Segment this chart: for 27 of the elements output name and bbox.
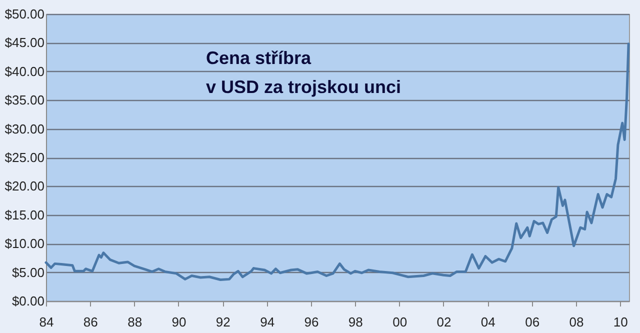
x-tick-label: 00 [392,314,408,330]
y-tick-label: $25.00 [4,150,44,165]
x-tick-label: 98 [348,314,363,330]
line-series [44,42,630,282]
x-tick-label: 94 [260,314,275,330]
x-tick-label: 02 [436,314,452,330]
y-tick-label: $20.00 [4,178,44,194]
text: Cena stříbra v USD za trojskou unci [206,48,402,97]
x-tick-label: 92 [216,314,230,330]
y-tick-label: $35.00 [4,92,44,108]
y-tick-label: $5.00 [12,264,44,280]
x-tick-label: 86 [83,314,98,330]
y-tick-label: $10.00 [4,236,44,252]
x-tick-label: 96 [304,314,319,330]
x-tick-label: 90 [172,314,186,330]
y-tick-label: $50.00 [4,6,44,22]
x-tick-label: 08 [569,314,584,330]
x-tick-label: 88 [128,314,142,330]
x-tick-label: 06 [525,314,540,330]
y-tick-label: $40.00 [4,64,44,79]
y-tick-label: $0.00 [12,294,44,308]
x-tick-label: 84 [39,314,54,330]
x-tick-label: 10 [613,314,628,330]
x-tick-label: 04 [480,314,496,330]
y-tick-label: $15.00 [4,207,44,222]
y-tick-label: $30.00 [4,121,44,136]
y-tick-label: $45.00 [4,35,44,50]
